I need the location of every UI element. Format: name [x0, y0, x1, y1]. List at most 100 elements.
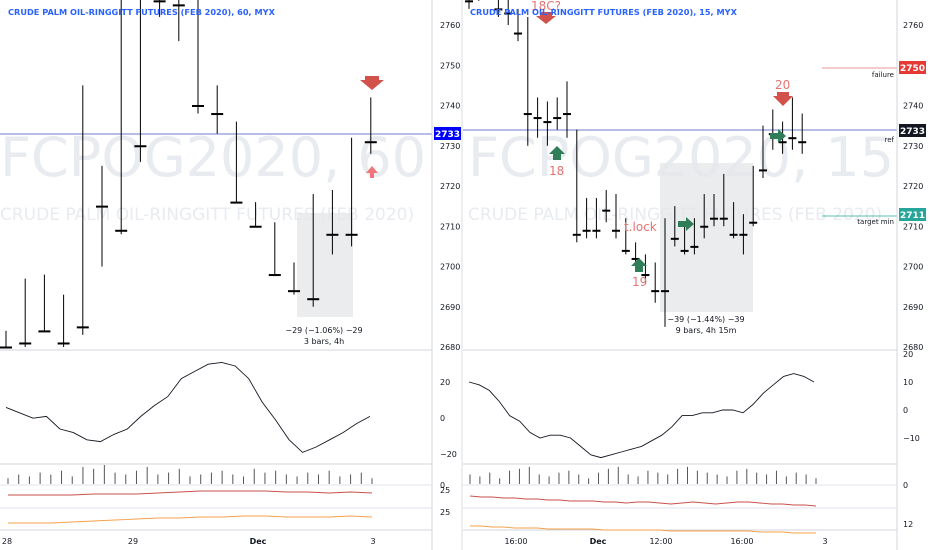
- price-tick-label: 2700: [903, 263, 923, 272]
- candle-body: [268, 274, 281, 277]
- wave-label: 20: [775, 78, 790, 92]
- wave-label: 18C?: [531, 0, 561, 13]
- osc-tick: 20: [903, 350, 913, 359]
- candles: [465, 0, 807, 327]
- failure-tag: [899, 61, 926, 74]
- candle-body: [249, 225, 262, 228]
- failure-text: failure: [872, 71, 894, 79]
- candle-body: [700, 225, 709, 228]
- price-tick-label: 2700: [440, 263, 460, 272]
- price-tick-label: 2690: [440, 303, 460, 312]
- target-text: target min: [857, 218, 894, 226]
- lower-tick: 0: [440, 481, 445, 490]
- candle-body: [153, 0, 166, 3]
- candle-body: [96, 205, 108, 208]
- candle-body: [612, 229, 620, 232]
- osc-tick: −20: [440, 450, 457, 459]
- price-tick-label: 2760: [903, 21, 923, 30]
- measure-label-2: 9 bars, 4h 15m: [676, 326, 737, 335]
- panel-title: CRUDE PALM OIL-RINGGITT FUTURES (FEB 202…: [470, 7, 738, 17]
- candle-body: [778, 141, 787, 144]
- candle-body: [582, 229, 591, 232]
- candle-body: [514, 32, 522, 35]
- candle-body: [661, 290, 669, 293]
- candle-body: [326, 233, 339, 236]
- candle-body: [364, 141, 377, 144]
- price-tick-label: 2720: [440, 182, 460, 191]
- arrow-up-icon: [366, 166, 378, 178]
- candle-body: [670, 237, 679, 240]
- price-tick-label: 2760: [440, 21, 460, 30]
- panel-divider: [461, 0, 463, 550]
- candle-body: [523, 113, 532, 116]
- price-tick-label: 2740: [903, 102, 923, 111]
- osc-tick: −10: [903, 434, 920, 443]
- price-tick-label: 2730: [440, 142, 460, 151]
- arrow-down-icon: [360, 76, 384, 90]
- candle-body: [563, 113, 571, 116]
- measure-box: [297, 213, 353, 317]
- candle-body: [115, 229, 128, 232]
- candle-body: [602, 209, 611, 212]
- arrow-right-icon: [770, 129, 786, 143]
- arrow-up-icon: [549, 146, 565, 160]
- panel-title: CRUDE PALM OIL-RINGGITT FUTURES (FEB 202…: [8, 7, 276, 17]
- time-tick: Dec: [590, 537, 607, 546]
- price-tag: [899, 124, 926, 137]
- price-tick-label: 2730: [903, 142, 923, 151]
- candle-body: [690, 245, 699, 248]
- candle-body: [504, 12, 513, 15]
- volume-bars: [469, 466, 817, 484]
- target-tag-label: 2711: [900, 211, 925, 221]
- candle-body: [211, 113, 224, 116]
- volume-bars: [7, 465, 373, 484]
- candle-body: [192, 105, 204, 107]
- candle-body: [494, 8, 503, 11]
- candle-body: [345, 233, 358, 236]
- arrow-up-icon: [631, 258, 647, 272]
- orange-line: [8, 515, 373, 524]
- candle-body: [621, 249, 630, 252]
- lower-tick: 0: [903, 481, 908, 490]
- candle-body: [230, 201, 243, 204]
- time-tick: 16:00: [730, 537, 753, 546]
- candle-body: [641, 274, 650, 277]
- candle-body: [729, 233, 738, 236]
- time-tick: 12:00: [649, 537, 672, 546]
- osc-tick: 0: [440, 414, 445, 423]
- candle-body: [533, 117, 542, 120]
- candle-body: [38, 330, 51, 333]
- arrow-down-icon: [773, 92, 793, 106]
- candle-body: [19, 342, 32, 345]
- time-tick: 28: [2, 537, 12, 546]
- candle-body: [172, 4, 185, 7]
- red-line: [8, 490, 373, 496]
- price-axis: 2760 2750 2740 2730 2720 2710 2700 2690 2680: [440, 21, 460, 352]
- oscillator-line: [5, 361, 371, 453]
- lower-tick: 25: [440, 486, 450, 495]
- candle-body: [798, 141, 807, 144]
- measure-label-1: −39 (−1.44%) −39: [667, 315, 744, 324]
- panel-left-60m: FCPOG2020, 60 CRUDE PALM OIL-RINGGITT FU…: [0, 0, 461, 550]
- price-tick-label: 2740: [440, 102, 460, 111]
- price-tick-label: 2710: [440, 222, 460, 231]
- price-tick-label: 2680: [903, 343, 923, 352]
- arrow-down-icon: [536, 12, 556, 24]
- candle-body: [572, 233, 581, 236]
- price-tick-label: 2680: [440, 343, 460, 352]
- oscillator-line: [468, 373, 815, 459]
- time-tick: 3: [370, 537, 375, 546]
- candle-body: [553, 117, 562, 120]
- candle-body: [651, 290, 660, 293]
- price-tick-label: 2720: [903, 182, 923, 191]
- price-tick-label: 2710: [903, 222, 923, 231]
- time-tick: 3: [822, 537, 827, 546]
- watermark-big: FCPOG2020, 60: [0, 126, 426, 189]
- candle-body: [719, 217, 728, 220]
- candle-body: [759, 169, 767, 172]
- candle-body: [710, 217, 718, 220]
- candle-body: [788, 137, 797, 140]
- candle-body: [288, 290, 300, 293]
- price-tick-label: 2750: [440, 61, 460, 70]
